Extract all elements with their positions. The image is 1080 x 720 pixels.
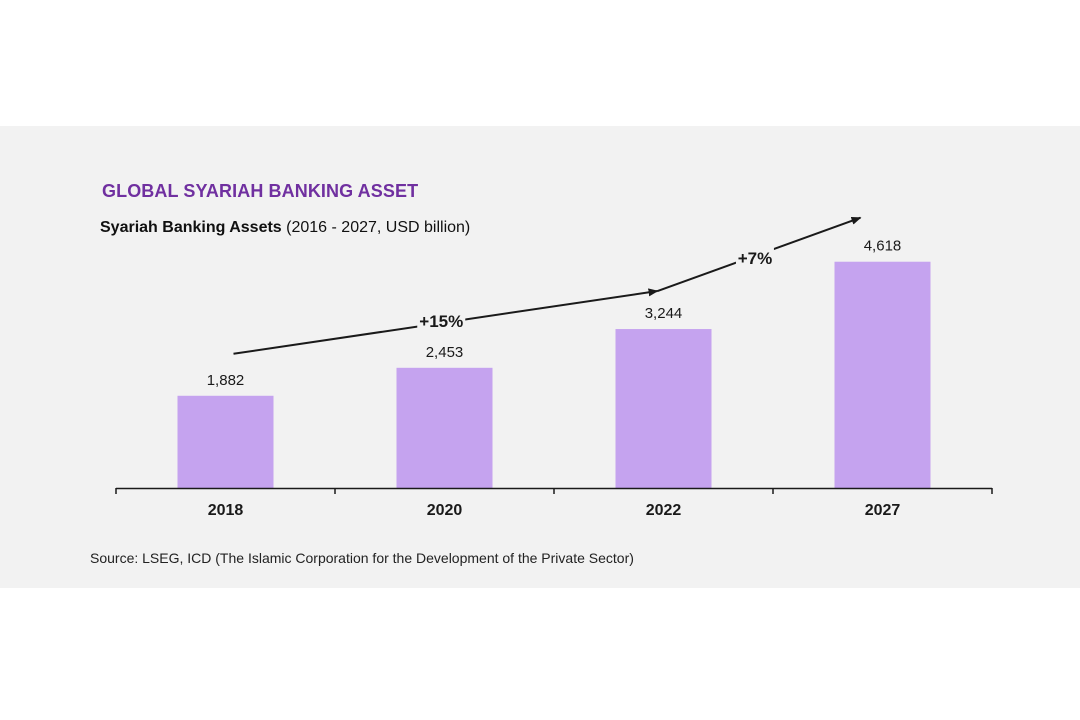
bar-2022	[615, 329, 712, 488]
x-axis: 2018 2020 2022 2027	[115, 487, 993, 519]
growth-label-bg	[417, 310, 466, 331]
growth-label-2022-2027: +7%	[738, 249, 773, 268]
x-tick-label-2018: 2018	[208, 502, 244, 519]
source-note: Source: LSEG, ICD (The Islamic Corporati…	[90, 550, 634, 566]
bar-2027	[834, 261, 931, 488]
growth-label-bg	[735, 246, 774, 267]
chart-subtitle-rest: (2016 - 2027, USD billion)	[281, 219, 471, 236]
growth-label-2018-2022: +15%	[419, 312, 463, 331]
x-tick-label-2020: 2020	[427, 502, 463, 519]
chart-title: GLOBAL SYARIAH BANKING ASSET	[102, 181, 419, 201]
x-tick-label-2022: 2022	[646, 502, 682, 519]
bars-layer	[177, 261, 931, 488]
x-tick-label-2027: 2027	[865, 502, 901, 519]
growth-annotations: +15% +7%	[233, 216, 862, 355]
bar-2020	[396, 367, 493, 488]
chart-subtitle: Syariah Banking Assets (2016 - 2027, USD…	[100, 219, 470, 237]
chart-subtitle-bold: Syariah Banking Assets	[100, 219, 282, 236]
bar-2018	[177, 395, 274, 488]
value-label-2020: 2,453	[426, 344, 464, 361]
chart-panel: GLOBAL SYARIAH BANKING ASSET Syariah Ban…	[0, 126, 1080, 588]
value-label-2022: 3,244	[645, 305, 683, 322]
value-label-2027: 4,618	[864, 238, 902, 255]
bar-chart: 1,882 2,453 3,244 4,618 2018 2020 2022 2027 +1…	[115, 216, 993, 519]
value-label-2018: 1,882	[207, 372, 245, 389]
value-labels-layer: 1,882 2,453 3,244 4,618	[207, 238, 902, 389]
